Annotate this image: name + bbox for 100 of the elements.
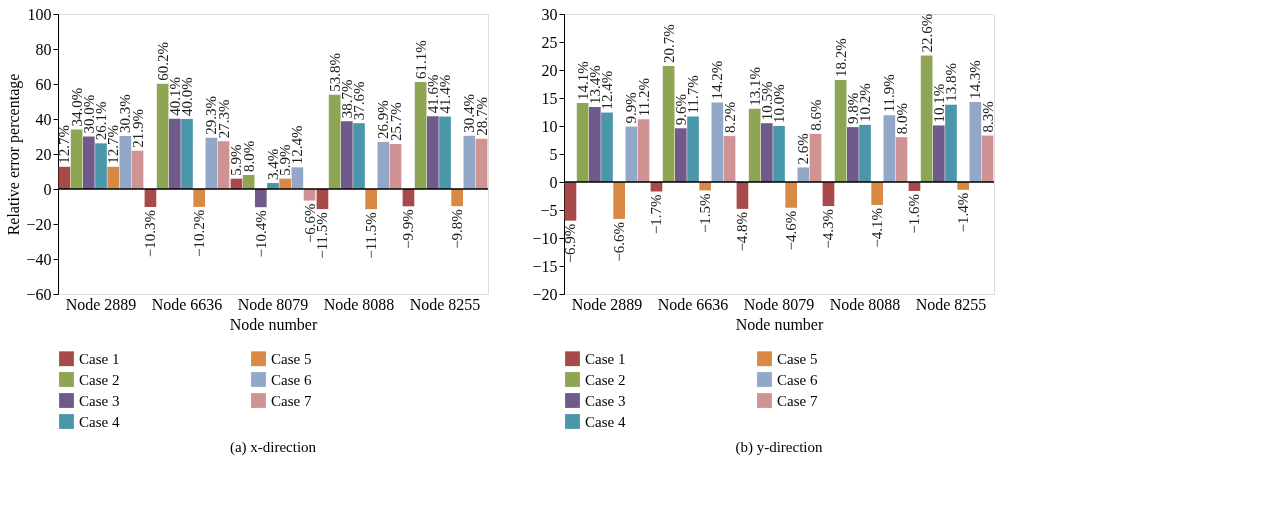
bar	[156, 83, 169, 189]
y-tick-label: 25	[541, 33, 558, 51]
bar	[119, 135, 132, 189]
y-tick-label: 100	[27, 5, 52, 23]
x-tick-label: Node 8079	[237, 295, 309, 313]
legend-label: Case 2	[585, 371, 626, 388]
data-label: 2.6%	[795, 133, 812, 165]
data-label: 12.7%	[56, 125, 73, 164]
y-tick-label: −60	[26, 285, 52, 303]
bar	[193, 189, 206, 207]
y-tick-label: 10	[541, 117, 558, 135]
data-label: 12.4%	[599, 70, 615, 110]
data-label: 41.4%	[437, 74, 453, 114]
x-tick-label: Node 6636	[657, 295, 729, 313]
bar	[340, 121, 353, 189]
y-tick-label: 20	[35, 145, 52, 163]
data-label: 12.4%	[289, 125, 306, 165]
data-label: 8.3%	[979, 101, 996, 133]
bar	[82, 136, 95, 189]
data-label: −10.4%	[252, 210, 269, 258]
data-label: −11.5%	[363, 212, 380, 259]
data-label: −1.5%	[697, 193, 714, 234]
bar	[377, 141, 390, 189]
legend-label: Case 6	[271, 371, 312, 388]
legend-label: Case 3	[79, 392, 120, 409]
bar	[168, 118, 181, 189]
text: (b) y-direction	[735, 439, 824, 456]
legend-label: Case 7	[271, 392, 312, 409]
bar	[426, 116, 439, 189]
bar	[576, 103, 589, 182]
x-tick-label: Node 8255	[409, 295, 481, 313]
bar	[785, 182, 798, 208]
bar	[637, 119, 650, 182]
data-label: −10.3%	[142, 210, 159, 258]
data-label: −1.4%	[955, 192, 972, 233]
bar	[809, 133, 822, 182]
bar	[414, 82, 427, 189]
bar	[981, 135, 994, 182]
data-label: 26.1%	[93, 101, 109, 141]
x-tick-label: Node 6636	[151, 295, 223, 313]
y-tick-label: −5	[540, 201, 558, 219]
data-label: −4.1%	[869, 207, 886, 248]
bar	[674, 128, 687, 182]
data-label: 60.2%	[154, 41, 171, 81]
data-label: 13.1%	[746, 66, 763, 106]
data-label: −10.2%	[191, 209, 208, 258]
bar	[588, 106, 601, 182]
y-tick-label: −15	[532, 257, 558, 275]
y-tick-label: 15	[541, 89, 558, 107]
legend-label: Case 4	[585, 413, 626, 430]
bar	[895, 137, 908, 182]
data-label: −4.6%	[783, 210, 800, 251]
legend-label: Case 1	[585, 350, 626, 367]
bar	[846, 127, 859, 182]
bar	[389, 144, 402, 189]
bar	[760, 123, 773, 182]
bar	[834, 80, 847, 182]
bar	[328, 94, 341, 189]
data-label: −4.3%	[820, 209, 837, 249]
bar	[822, 182, 835, 207]
x-axis-title: Node number	[735, 315, 824, 333]
data-label: 22.6%	[918, 13, 935, 53]
data-label: −6.6%	[611, 221, 628, 262]
data-label: 53.8%	[326, 53, 343, 92]
bar	[107, 166, 120, 189]
bar	[945, 104, 957, 182]
bar	[601, 112, 613, 182]
x-tick-label: Node 8255	[915, 295, 987, 313]
y-tick-label: −10	[532, 229, 558, 247]
bar	[353, 123, 365, 189]
x-tick-label: Node 2889	[65, 295, 137, 313]
x-tick-label: Node 8088	[829, 295, 901, 313]
y-tick-label: 0	[549, 173, 558, 191]
data-label: 40.0%	[179, 77, 195, 116]
y-tick-label: 5	[549, 145, 558, 163]
bar	[736, 182, 749, 209]
bar	[291, 167, 304, 189]
bar	[475, 138, 488, 189]
bar	[662, 66, 675, 182]
y-axis-title: Relative error percentage	[5, 73, 24, 236]
bar	[365, 189, 378, 210]
y-tick-label: 30	[541, 5, 558, 23]
bar	[181, 119, 193, 189]
data-label: 18.2%	[832, 38, 849, 78]
bar	[451, 189, 464, 207]
legend-label: Case 3	[585, 392, 626, 409]
data-label: 37.6%	[351, 81, 367, 121]
data-label: 3.4%	[265, 148, 281, 181]
data-label: 8.6%	[807, 99, 824, 131]
y-tick-label: −20	[532, 285, 558, 303]
data-label: 14.2%	[709, 60, 726, 100]
data-label: −4.8%	[734, 211, 751, 252]
y-tick-label: 80	[35, 40, 52, 58]
bar	[859, 124, 871, 182]
bar	[625, 126, 638, 182]
legend-label: Case 4	[79, 413, 120, 430]
legend-label: Case 6	[777, 371, 818, 388]
data-label: −9.8%	[449, 209, 466, 249]
bar	[303, 189, 316, 201]
y-tick-label: 20	[541, 61, 558, 79]
